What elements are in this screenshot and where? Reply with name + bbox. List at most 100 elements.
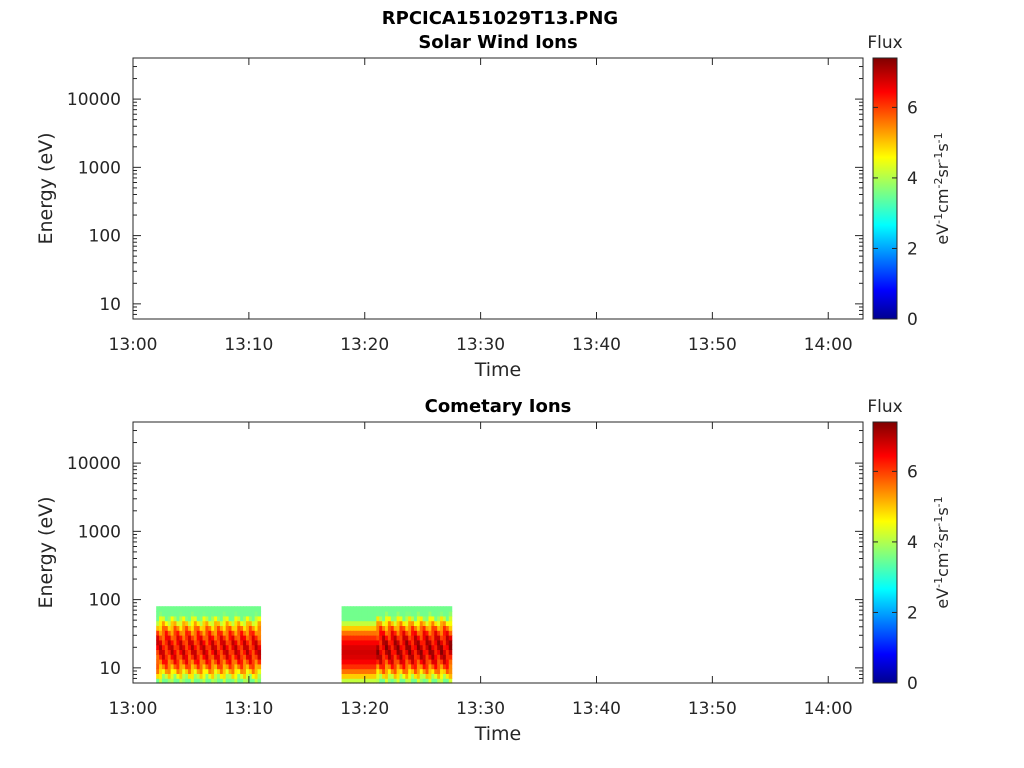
spectrogram-cell <box>448 654 453 660</box>
spectrogram-cell <box>251 615 256 622</box>
spectrogram-cell <box>231 630 235 636</box>
spectrogram-cell <box>202 639 207 646</box>
spectrogram-cell <box>393 644 398 651</box>
spectrogram-cell <box>448 668 453 674</box>
spectrogram-cell <box>358 635 363 641</box>
spectrogram-cell <box>202 654 207 660</box>
spectrogram-cell <box>396 659 401 665</box>
x-tick-label: 13:10 <box>224 699 273 719</box>
y-tick-label: 10000 <box>67 90 121 110</box>
spectrogram-cell <box>257 668 262 674</box>
spectrogram-cell <box>382 606 386 612</box>
spectrogram-cell <box>379 615 383 622</box>
spectrogram-cell <box>402 615 406 622</box>
spectrogram-cell <box>159 639 163 646</box>
spectrogram-cell <box>422 644 427 651</box>
spectrogram-cell <box>240 639 244 646</box>
spectrogram-cell <box>251 678 256 684</box>
spectrogram-cell <box>356 678 360 684</box>
spectrogram-cell <box>170 673 175 679</box>
spectrogram-cell <box>164 663 169 670</box>
spectrogram-cell <box>408 644 412 651</box>
spectrogram-cell <box>211 611 215 617</box>
spectrogram-cell <box>164 649 169 655</box>
spectrogram-cell <box>167 644 172 651</box>
spectrogram-cell <box>353 663 357 670</box>
spectrogram-cell <box>382 659 386 665</box>
spectrogram-cell <box>231 644 235 651</box>
spectrogram-cell <box>425 635 430 641</box>
spectrogram-cell <box>396 663 401 670</box>
spectrogram-cell <box>222 649 227 655</box>
spectrogram-cell <box>416 654 421 660</box>
spectrogram-cell <box>358 668 363 674</box>
spectrogram-cell <box>347 654 351 660</box>
spectrogram-cell <box>190 654 195 660</box>
spectrogram-cell <box>387 663 392 670</box>
colorbar-tick-label: 2 <box>907 603 918 623</box>
spectrogram-cell <box>234 639 238 646</box>
spectrogram-cell <box>222 620 227 627</box>
spectrogram-cell <box>170 606 175 612</box>
spectrogram-cell <box>240 620 244 627</box>
spectrogram-cell <box>367 630 372 636</box>
spectrogram-cell <box>411 654 415 660</box>
spectrogram-cell <box>358 678 363 684</box>
spectrogram-cell <box>448 663 453 670</box>
spectrogram-cell <box>442 649 447 655</box>
spectrogram-cell <box>445 673 450 679</box>
spectrogram-cell <box>396 649 401 655</box>
spectrogram-cell <box>190 606 195 612</box>
spectrogram-cell <box>228 678 233 684</box>
spectrogram-cell <box>190 668 195 674</box>
spectrogram-cell <box>222 611 227 617</box>
spectrogram-cell <box>196 678 201 684</box>
spectrogram-cell <box>385 644 389 651</box>
spectrogram-cell <box>188 678 192 684</box>
spectrogram-cell <box>173 630 178 636</box>
spectrogram-cell <box>431 630 435 636</box>
spectrogram-cell <box>344 668 348 674</box>
spectrogram-cell <box>385 678 389 684</box>
spectrogram-cell <box>448 615 453 622</box>
spectrogram-cell <box>211 639 215 646</box>
spectrogram-cell <box>390 659 395 665</box>
spectrogram-cell <box>379 654 383 660</box>
spectrogram-cell <box>385 615 389 622</box>
spectrogram-cell <box>202 615 207 622</box>
spectrogram-cell <box>245 615 250 622</box>
colorbar-title: Flux <box>867 397 902 417</box>
colorbar-tick-label: 0 <box>907 310 918 330</box>
spectrogram-cell <box>231 654 235 660</box>
spectrogram-cell <box>416 630 421 636</box>
y-tick-label: 1000 <box>78 522 121 542</box>
spectrogram-cell <box>428 663 432 670</box>
spectrogram-cell <box>408 639 412 646</box>
spectrogram-cell <box>385 649 389 655</box>
spectrogram-cell <box>185 606 189 612</box>
spectrogram-cell <box>179 673 183 679</box>
spectrogram-cell <box>243 630 247 636</box>
spectrogram-cell <box>185 649 189 655</box>
spectrogram-cell <box>202 668 207 674</box>
spectrogram-cell <box>399 673 404 679</box>
spectrogram-cell <box>182 654 186 660</box>
spectrogram-cell <box>179 639 183 646</box>
spectrogram-cell <box>248 668 253 674</box>
spectrogram-cell <box>428 654 432 660</box>
panel-cometary: Cometary Ions 10 100 1000 10000 13:00 13:10 13:… <box>35 396 952 745</box>
spectrogram-cell <box>405 615 409 622</box>
spectrogram-cell <box>156 668 160 674</box>
spectrogram-cell <box>358 654 363 660</box>
spectrogram-cell <box>425 649 430 655</box>
spectrogram-cell <box>393 639 398 646</box>
spectrogram-cell <box>222 654 227 660</box>
spectrogram-cell <box>248 644 253 651</box>
spectrogram-cell <box>353 625 357 631</box>
spectrogram-cell <box>382 615 386 622</box>
spectrogram-cell <box>416 644 421 651</box>
spectrogram-cell <box>448 635 453 641</box>
spectrogram-cell <box>356 659 360 665</box>
spectrogram-cell <box>161 625 166 631</box>
spectrogram-cell <box>402 606 406 612</box>
